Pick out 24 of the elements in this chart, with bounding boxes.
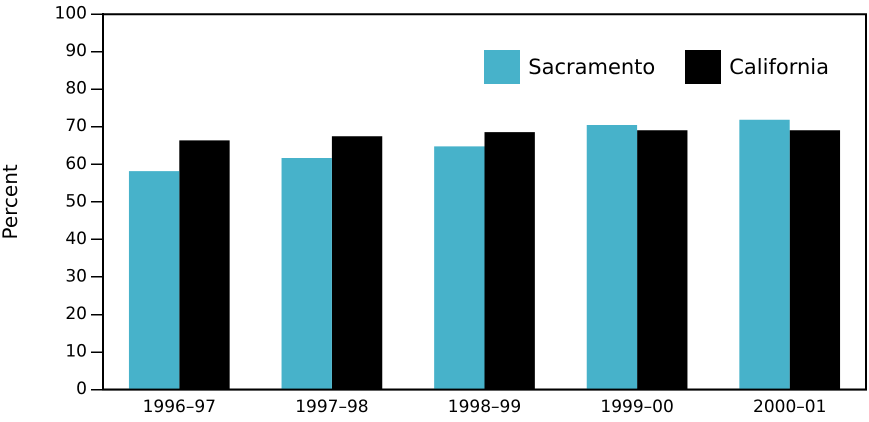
y-tick-label: 10 — [65, 341, 87, 362]
x-tick-label: 2000–01 — [752, 397, 826, 418]
bar — [739, 120, 790, 389]
y-tick-label: 40 — [65, 228, 87, 249]
y-tick-label: 60 — [65, 154, 87, 174]
x-tick-label: 1997–98 — [295, 397, 369, 418]
legend-label: Sacramento — [528, 55, 656, 79]
bar — [282, 158, 332, 389]
y-tick-label: 70 — [65, 116, 87, 136]
y-tick-label: 50 — [65, 191, 87, 212]
bar — [434, 146, 484, 389]
y-tick-label: 30 — [65, 266, 87, 286]
y-tick-label: 90 — [65, 41, 87, 62]
y-tick-label: 100 — [54, 4, 87, 24]
y-tick-label: 20 — [65, 304, 87, 324]
legend-label: California — [729, 55, 829, 79]
x-tick-label: 1996–97 — [142, 397, 216, 418]
x-tick-label: 1999–00 — [600, 397, 674, 418]
bar — [586, 124, 638, 389]
x-tick-label: 1998–99 — [448, 397, 522, 418]
y-axis-title: Percent — [0, 164, 22, 240]
y-tick-label: 80 — [65, 78, 87, 99]
y-tick-label: 0 — [76, 379, 87, 400]
bar — [128, 171, 180, 389]
